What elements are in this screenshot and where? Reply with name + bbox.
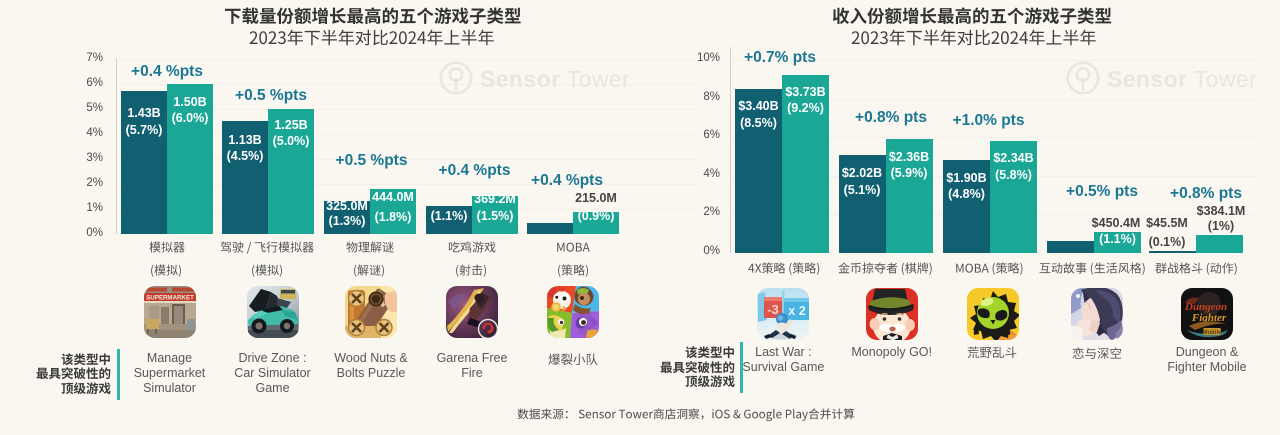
svg-text:Mobile: Mobile <box>1203 330 1223 336</box>
svg-text:x 2: x 2 <box>789 304 806 318</box>
svg-text:SUPERMARKET: SUPERMARKET <box>146 295 194 302</box>
svg-text:Dungeon: Dungeon <box>1184 301 1227 313</box>
svg-text:Fighter: Fighter <box>1191 312 1227 324</box>
svg-text:-3: -3 <box>768 302 780 317</box>
